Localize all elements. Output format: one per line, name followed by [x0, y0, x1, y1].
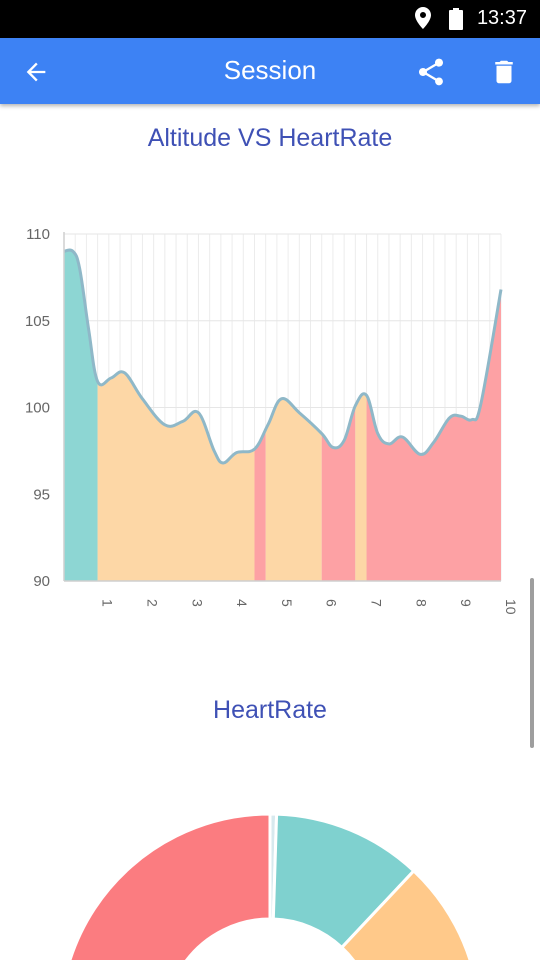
- x-tick-label: 4: [234, 599, 250, 607]
- battery-icon: [449, 8, 463, 35]
- y-tick-label: 105: [25, 313, 50, 330]
- x-tick-label: 5: [279, 599, 295, 607]
- x-tick-label: 9: [458, 599, 474, 607]
- x-tick-label: 10: [503, 599, 519, 615]
- altitude-chart-title: Altitude VS HeartRate: [147, 124, 393, 152]
- trash-icon[interactable]: [484, 52, 524, 92]
- scrollbar[interactable]: [530, 578, 534, 748]
- arrow-back-icon[interactable]: [16, 52, 56, 92]
- heartrate-chart-title: HeartRate: [213, 696, 327, 724]
- area-zone: [265, 249, 322, 581]
- x-tick-label: 6: [324, 599, 340, 607]
- x-tick-label: 1: [100, 599, 116, 607]
- area-zone: [321, 249, 356, 581]
- page-title: Session: [223, 55, 317, 85]
- y-tick-label: 95: [33, 486, 50, 503]
- x-tick-label: 7: [369, 599, 385, 607]
- y-tick-label: 90: [33, 573, 50, 590]
- series-line: [63, 248, 503, 465]
- session-content[interactable]: Altitude VS HeartRate HeartRate 90 95 100 1…: [0, 104, 540, 960]
- pie-slice-3: [339, 868, 472, 960]
- pie-slice-5: [68, 812, 272, 960]
- clock: 13:37: [476, 7, 527, 29]
- y-tick-label: 100: [25, 400, 50, 417]
- share-icon[interactable]: [411, 52, 451, 92]
- y-tick-label: 110: [26, 226, 50, 243]
- x-tick-label: 8: [413, 599, 429, 607]
- x-tick-label: 2: [144, 599, 160, 607]
- area-zone: [254, 249, 266, 581]
- status-bar: 13:37: [0, 0, 540, 38]
- location-pin-icon: [415, 7, 431, 34]
- area-zone: [355, 249, 367, 581]
- charts-canvas: 90 95 100 105 110 1 2 3 4 5 6 7 8 9 10: [25, 226, 519, 960]
- app-bar: Session: [0, 38, 540, 104]
- x-tick-label: 3: [189, 599, 205, 607]
